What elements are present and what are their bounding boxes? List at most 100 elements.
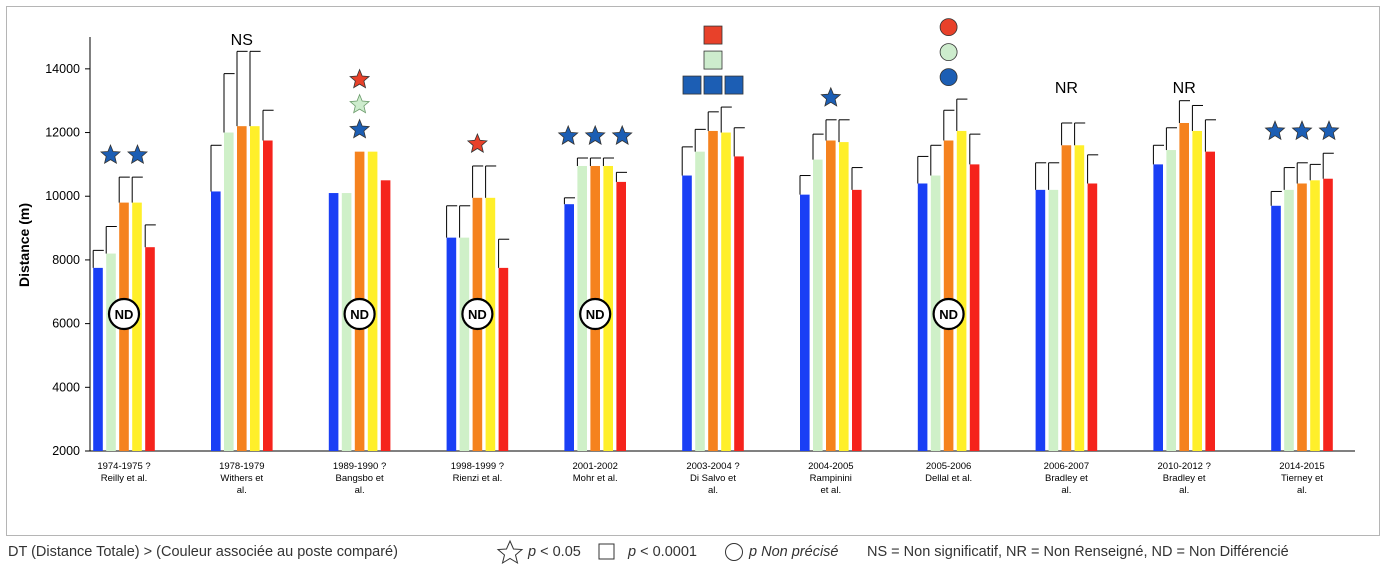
bar bbox=[564, 204, 574, 451]
bar bbox=[1179, 122, 1189, 451]
nd-circle bbox=[579, 297, 612, 331]
bar bbox=[328, 193, 339, 452]
bar bbox=[708, 130, 718, 451]
bar bbox=[250, 126, 260, 452]
bar bbox=[917, 183, 928, 451]
square-marker bbox=[682, 75, 702, 95]
bar bbox=[1310, 180, 1320, 452]
bar bbox=[1297, 183, 1307, 451]
bar bbox=[459, 237, 470, 451]
star-marker bbox=[1264, 120, 1286, 141]
x-tick-label: Tierney et bbox=[1281, 473, 1323, 484]
footer-circle-meaning: p Non précisé bbox=[749, 544, 839, 560]
x-tick-label: Mohr et al. bbox=[573, 473, 618, 484]
bar bbox=[1284, 189, 1294, 451]
x-tick-label: Reilly et al. bbox=[101, 473, 147, 484]
star-marker bbox=[100, 144, 121, 165]
y-tick-label: 8000 bbox=[52, 253, 80, 267]
bar bbox=[145, 247, 155, 451]
x-tick-label: 1978-1979 bbox=[219, 461, 264, 472]
star-marker bbox=[349, 68, 371, 89]
star-marker bbox=[557, 124, 579, 145]
star-marker bbox=[1291, 120, 1313, 141]
bar bbox=[826, 140, 836, 451]
y-axis-label: Distance (m) bbox=[16, 203, 32, 287]
bar bbox=[263, 140, 273, 451]
bar bbox=[132, 202, 142, 451]
bar bbox=[224, 132, 234, 452]
circle-marker bbox=[939, 18, 958, 37]
bar bbox=[446, 237, 457, 451]
circle-marker bbox=[939, 68, 958, 86]
bar bbox=[956, 130, 967, 451]
star-marker bbox=[611, 124, 633, 145]
x-tick-label: Di Salvo et bbox=[690, 473, 736, 484]
nd-label: ND bbox=[939, 307, 958, 322]
bar bbox=[93, 267, 103, 451]
x-tick-label: 2006-2007 bbox=[1044, 461, 1089, 472]
nd-circle bbox=[343, 297, 376, 331]
x-tick-label: 2004-2005 bbox=[808, 461, 853, 472]
square-marker bbox=[703, 50, 723, 70]
nd-circle bbox=[461, 297, 494, 331]
bar bbox=[1271, 205, 1281, 451]
bar bbox=[1323, 178, 1333, 451]
bar bbox=[1048, 189, 1059, 451]
nd-circle bbox=[107, 297, 141, 331]
bar bbox=[211, 191, 221, 451]
x-tick-label: al. bbox=[708, 485, 718, 496]
legend-footer: DT (Distance Totale) > (Couleur associée… bbox=[8, 539, 1386, 565]
square-marker bbox=[724, 75, 744, 95]
x-tick-label: 2010-2012 ? bbox=[1158, 461, 1211, 472]
footer-abbreviations: NS = Non significatif, NR = Non Renseign… bbox=[867, 544, 1289, 560]
x-tick-label: Rampinini bbox=[810, 473, 852, 484]
bar bbox=[695, 151, 705, 451]
nd-label: ND bbox=[468, 307, 487, 322]
y-tick-label: 10000 bbox=[45, 189, 80, 203]
bar bbox=[616, 181, 626, 451]
bar bbox=[1153, 164, 1163, 451]
bar bbox=[380, 180, 391, 452]
bar bbox=[498, 267, 509, 451]
nd-label: ND bbox=[350, 307, 369, 322]
x-tick-label: Dellal et al. bbox=[925, 473, 972, 484]
star-marker bbox=[1318, 120, 1340, 141]
star-marker bbox=[349, 118, 371, 139]
x-tick-label: 2014-2015 bbox=[1279, 461, 1324, 472]
square-marker bbox=[703, 25, 723, 45]
y-tick-label: 12000 bbox=[45, 126, 80, 140]
significance-label: NS bbox=[231, 32, 253, 49]
bar bbox=[1035, 189, 1046, 451]
bar bbox=[367, 151, 378, 451]
bar bbox=[1087, 183, 1098, 451]
bar bbox=[1166, 150, 1176, 452]
x-tick-label: 2001-2002 bbox=[572, 461, 617, 472]
star-marker bbox=[127, 144, 148, 165]
x-tick-label: Rienzi et al. bbox=[453, 473, 503, 484]
x-tick-label: al. bbox=[355, 485, 365, 496]
bar-group: ND 1974-1975 ?Reilly et al. bbox=[92, 144, 156, 484]
x-tick-label: al. bbox=[1297, 485, 1307, 496]
star-marker bbox=[349, 93, 371, 114]
x-tick-label: 1974-1975 ? bbox=[97, 461, 150, 472]
footer-square-meaning: p < 0.0001 bbox=[628, 544, 697, 560]
x-tick-label: et al. bbox=[820, 485, 841, 496]
y-tick-label: 2000 bbox=[52, 444, 80, 458]
x-tick-label: al. bbox=[1179, 485, 1189, 496]
bar bbox=[1074, 145, 1085, 451]
bar bbox=[721, 132, 731, 452]
square-marker bbox=[703, 75, 723, 95]
y-tick-label: 6000 bbox=[52, 317, 80, 331]
bar-chart: 2000 4000 6000 8000 10000 12000 14000 Distance … bbox=[16, 18, 1355, 496]
x-tick-label: 1998-1999 ? bbox=[451, 461, 504, 472]
circle-marker bbox=[939, 43, 958, 61]
footer-star-meaning: p < 0.05 bbox=[528, 544, 581, 560]
